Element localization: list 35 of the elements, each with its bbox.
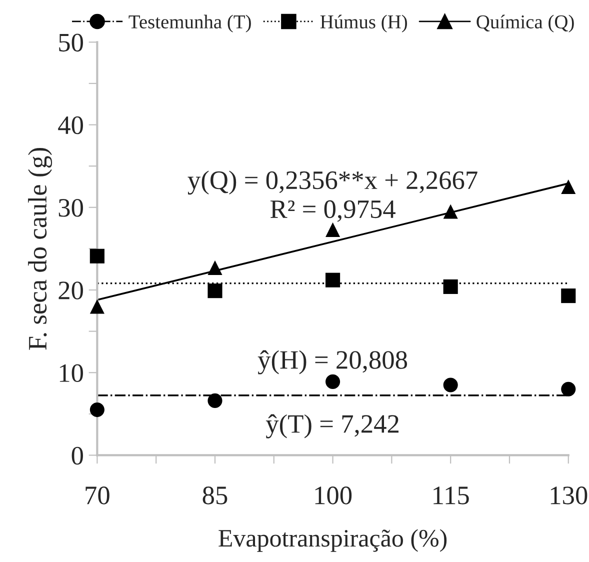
point <box>561 288 576 304</box>
point <box>326 222 340 237</box>
annotation: y(Q) = 0,2356**x + 2,2667 <box>188 170 478 195</box>
point <box>90 248 104 264</box>
annotation: ŷ(H) = 20,808 <box>258 350 408 374</box>
legend-label: Testemunha (T) <box>128 14 251 32</box>
point <box>443 204 458 219</box>
y-tick-label: 40 <box>58 116 83 134</box>
legend-label: Húmus (H) <box>320 14 407 32</box>
point <box>561 382 576 396</box>
x-tick-label: 115 <box>434 486 469 504</box>
y-axis-title: F. seca do caule (g) <box>28 148 52 350</box>
point <box>208 393 222 408</box>
x-tick-label: 70 <box>86 486 110 504</box>
point <box>326 272 340 288</box>
point <box>326 374 340 389</box>
y-tick-label: 20 <box>58 282 83 300</box>
y-tick-label: 30 <box>58 198 83 217</box>
point <box>90 402 104 418</box>
annotation: R² = 0,9754 <box>270 200 396 222</box>
point <box>208 260 222 275</box>
point <box>443 378 458 392</box>
annotation: ŷ(T) = 7,242 <box>266 414 399 438</box>
x-axis-title: Evapotranspiração (%) <box>218 529 447 552</box>
x-tick-label: 85 <box>202 486 228 504</box>
y-tick-label: 10 <box>60 364 83 382</box>
legend-label: Química (Q) <box>476 14 574 32</box>
point <box>443 279 458 294</box>
point <box>90 299 104 314</box>
x-tick-label: 130 <box>550 486 588 504</box>
x-tick-label: 100 <box>315 486 352 504</box>
y-tick-label: 0 <box>72 446 83 465</box>
point <box>208 284 222 298</box>
y-tick-label: 50 <box>59 34 83 52</box>
point <box>561 179 576 194</box>
